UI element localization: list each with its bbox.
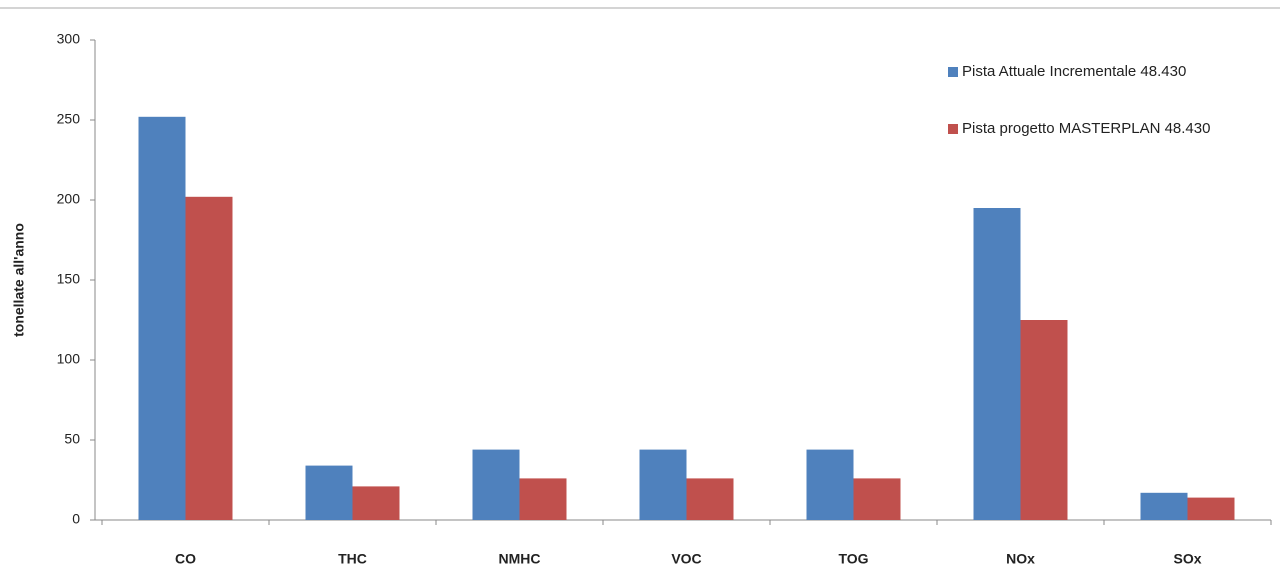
bar bbox=[138, 116, 186, 521]
bar bbox=[1140, 492, 1188, 520]
y-tick-label: 50 bbox=[64, 431, 80, 447]
bar bbox=[352, 486, 400, 520]
bar bbox=[1020, 320, 1068, 520]
x-tick-label: NOx bbox=[1006, 551, 1035, 567]
y-tick-label: 300 bbox=[57, 31, 81, 47]
y-tick-label: 100 bbox=[57, 351, 81, 367]
bar bbox=[185, 196, 233, 521]
legend-label: Pista progetto MASTERPLAN 48.430 bbox=[962, 120, 1210, 137]
x-tick-label: NMHC bbox=[499, 551, 541, 567]
bar bbox=[639, 449, 687, 520]
y-tick-label: 150 bbox=[57, 271, 81, 287]
legend-label: Pista Attuale Incrementale 48.430 bbox=[962, 63, 1186, 80]
x-tick-label: TOG bbox=[838, 551, 868, 567]
x-tick-label: THC bbox=[338, 551, 367, 567]
y-tick-label: 0 bbox=[72, 511, 80, 527]
x-tick-label: CO bbox=[175, 551, 196, 567]
legend-swatch bbox=[948, 124, 958, 134]
y-axis-title: tonellate all'anno bbox=[11, 223, 27, 337]
x-tick-label: SOx bbox=[1173, 551, 1201, 567]
y-tick-label: 250 bbox=[57, 111, 81, 127]
x-tick-label: VOC bbox=[671, 551, 701, 567]
y-tick-label: 200 bbox=[57, 191, 81, 207]
bar bbox=[973, 208, 1021, 520]
bar bbox=[519, 478, 567, 520]
bar bbox=[472, 449, 520, 520]
bar bbox=[1187, 497, 1235, 520]
bar bbox=[806, 449, 854, 520]
legend-swatch bbox=[948, 67, 958, 77]
bar bbox=[686, 478, 734, 520]
bar bbox=[305, 465, 353, 520]
bar bbox=[853, 478, 901, 520]
